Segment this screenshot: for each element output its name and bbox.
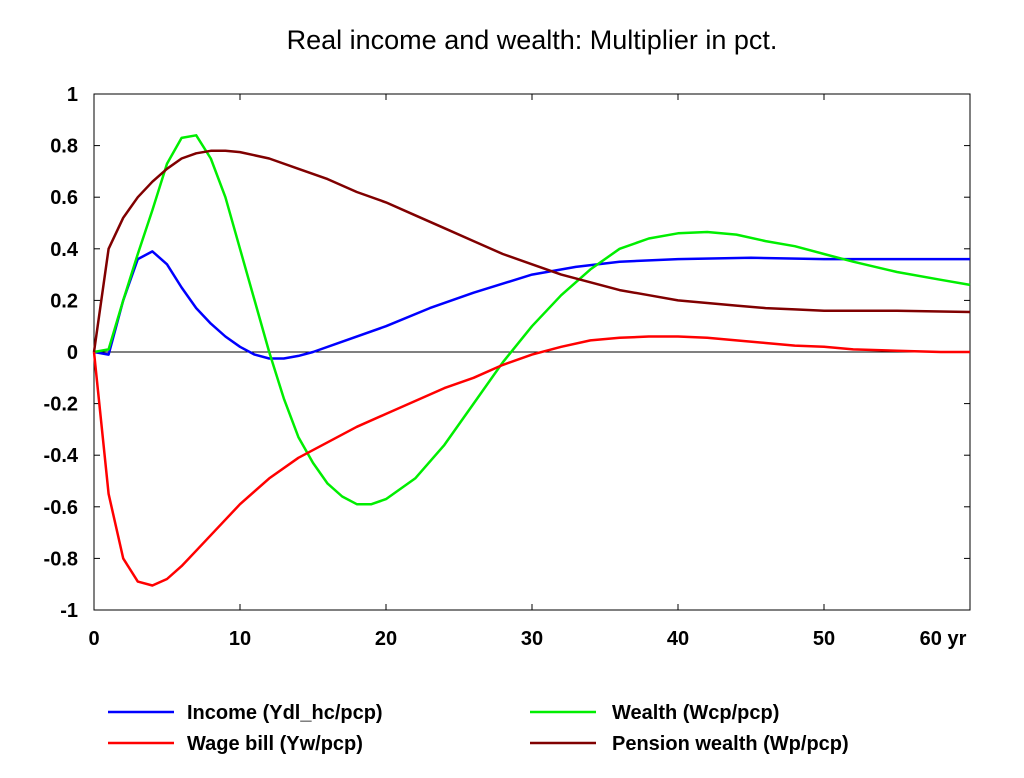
series-line-pension [92,149,971,353]
x-tick-label: 10 [229,628,251,650]
y-tick-label: -0.8 [44,548,78,570]
chart-title: Real income and wealth: Multiplier in pc… [287,25,778,55]
x-tick-label: 60 yr [920,628,967,650]
y-tick-label: -1 [60,600,78,622]
y-tick-label: -0.4 [44,445,79,467]
y-tick-label: 1 [67,84,78,106]
x-axis-tick-labels: 0 10 20 30 40 50 60 yr [88,628,966,650]
legend: Income (Ydl_hc/pcp) Wealth (Wcp/pcp) Wage … [108,702,849,755]
y-tick-label: 0 [67,342,78,364]
y-tick-label: -0.2 [44,394,78,416]
x-tick-label: 30 [521,628,543,650]
y-tick-label: 0.6 [50,187,78,209]
y-tick-label: 0.2 [50,290,78,312]
legend-label: Wealth (Wcp/pcp) [612,702,779,724]
series-line-wealth [93,134,971,506]
x-tick-label: 0 [88,628,99,650]
series-line-income [93,250,970,360]
legend-label: Income (Ydl_hc/pcp) [187,702,383,724]
y-tick-label: 0.8 [50,136,78,158]
x-tick-label: 20 [375,628,397,650]
x-tick-label: 40 [667,628,689,650]
legend-label: Wage bill (Yw/pcp) [187,733,363,755]
series-line-wage [92,335,970,587]
y-axis-tick-labels: 1 0.8 0.6 0.4 0.2 0 -0.2 -0.4 -0.6 -0.8 -1 [44,84,79,622]
legend-label: Pension wealth (Wp/pcp) [612,733,849,755]
series-lines [92,134,971,587]
x-tick-label: 50 [813,628,835,650]
y-tick-label: 0.4 [50,239,79,261]
y-tick-label: -0.6 [44,497,78,519]
